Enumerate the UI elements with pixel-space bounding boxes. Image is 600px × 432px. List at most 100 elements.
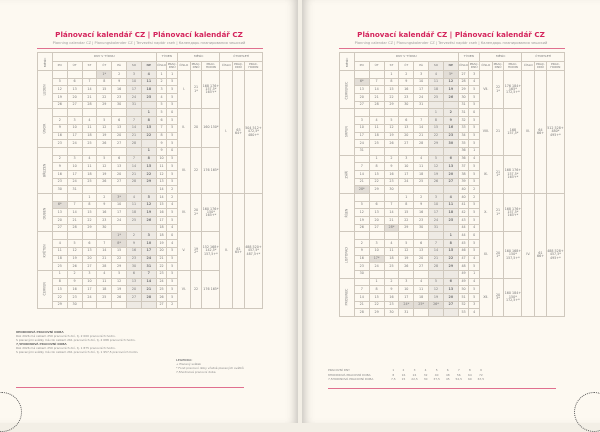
holiday-count: 1* <box>496 211 500 216</box>
day-cell <box>51 108 68 118</box>
day-cell: 2 <box>126 231 142 241</box>
day-cell: 16 <box>383 292 400 302</box>
day-cell: 26* <box>428 300 444 310</box>
day-cell: 10 <box>353 123 370 133</box>
day-cell <box>96 231 113 241</box>
lookup-value: 4 <box>424 368 427 373</box>
legend-item: * Fond pracovní doby včetně placených sv… <box>176 366 244 370</box>
left-page: Plánovací kalendář CZ | Plánovací kalend… <box>0 0 298 432</box>
lookup-value: 60 <box>467 377 472 382</box>
week-number: 32 <box>457 116 470 125</box>
day-cell: 26 <box>442 93 459 102</box>
day-cell: 4 <box>81 116 98 125</box>
day-cell: 22 <box>81 216 98 225</box>
week-number: 45 <box>457 239 470 248</box>
day-cell: 7 <box>126 154 142 164</box>
week-work-days: 5 <box>468 200 480 210</box>
day-cell <box>428 308 444 317</box>
week-number: 47 <box>457 254 470 264</box>
holiday-count: 1* <box>496 173 500 178</box>
month-work-hours: 152 168+ 142,5* 157,5+* <box>201 231 221 271</box>
week-number: 29 <box>457 85 470 95</box>
work-days: 20 <box>495 292 501 297</box>
week-work-days: 5 <box>166 85 178 95</box>
day-cell: 19 <box>428 292 444 302</box>
day-cell: 21 <box>66 216 83 225</box>
day-cell: 17 <box>413 85 430 95</box>
day-cell: 18 <box>51 254 68 264</box>
quarter-number: III. <box>521 70 536 194</box>
day-cell: 9 <box>398 77 415 87</box>
month-name: PROSINEC <box>339 278 355 317</box>
day-cell <box>428 100 444 110</box>
day-cell: 22 <box>111 254 128 264</box>
day-cell: 17* <box>368 254 385 264</box>
day-cell: 8 <box>383 77 400 87</box>
day-cell <box>111 223 128 233</box>
header-row: PO ÚT ST ČT PÁ SO NE ČÍSLO PRAC. DNŮ ČÍSLO PRAC. D… <box>340 61 566 71</box>
calendar-table-h1: MĚSÍC DNY V TÝDNU TÝDEN MĚSÍC ČTVRTLETÍ PO ÚT S… <box>37 52 264 310</box>
week-number: 48 <box>457 262 470 271</box>
week-work-days: 5 <box>166 162 178 171</box>
col-work_hours: PRAC. HODIN <box>503 61 523 71</box>
col-days-of-week: DNY V TÝDNU <box>353 52 459 62</box>
col-work_days: PRAC. DNŮ <box>232 61 245 71</box>
month-work-hours: 176 184+ 165* 172,5+* <box>503 69 523 110</box>
lookup-value: 15 <box>401 377 406 382</box>
day-cell: 21 <box>368 93 385 102</box>
day-cell: 24* <box>398 300 415 310</box>
day-cell <box>140 185 157 194</box>
day-cell: 17 <box>111 208 128 218</box>
divider <box>37 48 263 49</box>
day-cell: 29 <box>368 185 385 194</box>
day-cell <box>428 185 444 194</box>
page-title: Plánovací kalendář CZ | Plánovací kalend… <box>357 30 545 39</box>
day-cell: 6 <box>126 269 142 279</box>
month-name: ŘÍJEN <box>339 193 355 232</box>
day-cell: 20 <box>413 254 430 264</box>
legend-item: + Placený svátek <box>176 362 202 366</box>
week-work-days: 5 <box>166 277 178 287</box>
week-work-days: 5 <box>468 285 480 294</box>
day-cell: 8* <box>111 239 128 248</box>
day-cell: 25 <box>428 93 444 102</box>
day-cell: 21 <box>126 131 142 141</box>
day-cell <box>442 185 459 194</box>
col-week: TÝDEN <box>457 52 480 62</box>
day-cell: 16 <box>126 246 142 256</box>
holiday-count: 1* <box>194 88 198 93</box>
day-cell: 27 <box>126 292 142 302</box>
day-cell: 26 <box>96 139 113 148</box>
day-cell: 15 <box>140 123 157 133</box>
day-cell: 22 <box>96 93 113 102</box>
day-cell <box>368 269 385 279</box>
week-work-days: 5 <box>166 208 178 218</box>
week-number: 7 <box>155 123 168 133</box>
day-cell: 15 <box>140 162 157 171</box>
day-cell: 22 <box>428 131 444 141</box>
day-cell <box>413 185 430 194</box>
month-work-hours: 168 176+ 157,5* 165+* <box>503 192 523 233</box>
weekday-header: SO <box>126 61 142 71</box>
day-cell: 13 <box>398 123 415 133</box>
day-cell: 9 <box>442 116 459 125</box>
day-cell: 9 <box>383 162 400 171</box>
day-cell <box>413 308 430 317</box>
week-number: 33 <box>457 123 470 133</box>
day-cell: 16 <box>398 85 415 95</box>
quarter-work-hours: 488 520+ 457,5* 487,5+* <box>243 192 264 310</box>
day-cell <box>428 146 444 156</box>
month-work-hours: 168 176+ 157,5* 165+* <box>503 154 523 195</box>
day-cell: 6 <box>413 239 430 248</box>
week-row: 28 29 30 31 53 4 <box>340 308 565 317</box>
day-cell: 24 <box>398 177 415 187</box>
week-number: 19 <box>155 239 168 248</box>
day-cell <box>81 146 98 156</box>
day-cell: 26 <box>51 100 68 110</box>
day-cell: 19 <box>398 254 415 264</box>
day-cell: 4 <box>51 239 68 248</box>
weekday-header: PÁ <box>413 61 430 71</box>
col-number: ČÍSLO <box>457 61 470 71</box>
day-cell: 1 <box>368 154 385 164</box>
week-work-days: 2 <box>166 185 178 194</box>
